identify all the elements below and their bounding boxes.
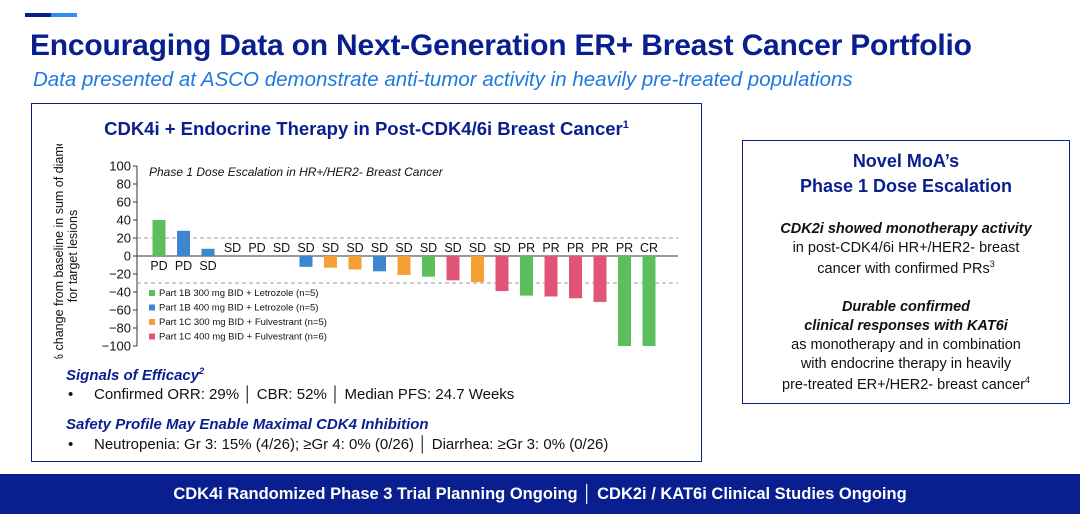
- cdk2i-detail-2-text: cancer with confirmed PRs: [817, 260, 990, 277]
- bar: [446, 256, 460, 281]
- response-label: SD: [395, 241, 412, 255]
- accent-bar: [25, 13, 77, 17]
- y-tick-label: −100: [102, 339, 131, 354]
- kat6i-detail-2: with endocrine therapy in heavily: [800, 356, 1012, 372]
- bar: [201, 248, 215, 256]
- response-label: SD: [297, 241, 314, 255]
- safety-bullet: • Neutropenia: Gr 3: 15% (4/26); ≥Gr 4: 0…: [68, 436, 608, 453]
- response-label: PD: [175, 259, 192, 273]
- bar: [618, 256, 631, 346]
- legend-label: Part 1B 400 mg BID + Letrozole (n=5): [159, 303, 318, 314]
- chart-title: Phase 1 Dose Escalation in HR+/HER2- Bre…: [149, 165, 444, 179]
- page-subtitle: Data presented at ASCO demonstrate anti-…: [33, 68, 853, 91]
- y-tick-label: −80: [109, 321, 131, 336]
- bar: [422, 256, 435, 277]
- bar: [177, 230, 190, 256]
- efficacy-heading: Signals of Efficacy2: [66, 366, 204, 384]
- y-tick-label: 80: [117, 177, 131, 192]
- legend-label: Part 1C 300 mg BID + Fulvestrant (n=5): [159, 317, 327, 328]
- kat6i-detail-3: pre-treated ER+/HER2- breast cancer4: [743, 375, 1069, 393]
- cdk4i-panel: CDK4i + Endocrine Therapy in Post-CDK4/6…: [31, 103, 702, 462]
- bar: [569, 256, 582, 299]
- efficacy-text: Confirmed ORR: 29% │ CBR: 52% │ Median P…: [94, 386, 515, 403]
- kat6i-statement-1: Durable confirmed: [841, 299, 971, 315]
- legend-swatch: [149, 319, 155, 325]
- response-label: SD: [199, 259, 216, 273]
- response-label: PD: [248, 241, 265, 255]
- bar: [495, 256, 509, 292]
- legend-label: Part 1B 300 mg BID + Letrozole (n=5): [159, 288, 318, 299]
- response-label: SD: [346, 241, 363, 255]
- kat6i-detail-1: as monotherapy and in combination: [791, 337, 1021, 353]
- cdk2i-detail-2: cancer with confirmed PRs3: [743, 259, 1069, 277]
- footer-banner: CDK4i Randomized Phase 3 Trial Planning …: [0, 474, 1080, 514]
- y-tick-label: 20: [117, 231, 131, 246]
- y-tick-label: 40: [117, 213, 131, 228]
- y-tick-label: 0: [124, 249, 131, 264]
- efficacy-heading-text: Signals of Efficacy: [66, 367, 200, 384]
- response-label: SD: [273, 241, 290, 255]
- response-label: PD: [150, 259, 167, 273]
- response-label: CR: [640, 241, 658, 255]
- phase1-heading: Phase 1 Dose Escalation: [799, 176, 1013, 196]
- y-axis-label: Best % change from baseline in sum of di…: [52, 144, 80, 359]
- y-tick-label: −20: [109, 267, 131, 282]
- efficacy-footnote: 2: [199, 366, 205, 376]
- bar: [593, 256, 607, 302]
- panel-title-footnote: 1: [622, 118, 629, 131]
- response-label: SD: [322, 241, 339, 255]
- y-tick-label: 60: [117, 195, 131, 210]
- y-tick-label: 100: [109, 159, 131, 174]
- bar: [373, 256, 386, 272]
- safety-text: Neutropenia: Gr 3: 15% (4/26); ≥Gr 4: 0%…: [94, 436, 609, 453]
- bar: [471, 256, 484, 283]
- response-label: SD: [469, 241, 486, 255]
- response-label: SD: [444, 241, 461, 255]
- legend-label: Part 1C 400 mg BID + Fulvestrant (n=6): [159, 332, 327, 343]
- response-label: SD: [371, 241, 388, 255]
- page-title: Encouraging Data on Next-Generation ER+ …: [30, 29, 972, 62]
- panel-title-text: CDK4i + Endocrine Therapy in Post-CDK4/6…: [104, 118, 623, 139]
- response-label: PR: [616, 241, 633, 255]
- response-label: PR: [542, 241, 559, 255]
- waterfall-chart: 100 80 60 40 20 0 −20 −40 −60 −80 −100 Best % chang…: [52, 144, 678, 359]
- safety-heading: Safety Profile May Enable Maximal CDK4 I…: [66, 416, 429, 433]
- y-axis-label-line: Best % change from baseline in sum of di…: [52, 144, 66, 359]
- bar: [324, 256, 337, 268]
- legend-swatch: [149, 304, 155, 311]
- response-label: SD: [224, 241, 241, 255]
- bar: [544, 256, 558, 297]
- novel-moa-panel: Novel MoA’s Phase 1 Dose Escalation CDK2…: [742, 140, 1070, 404]
- cdk2i-footnote: 3: [989, 259, 995, 269]
- response-label: PR: [567, 241, 584, 255]
- kat6i-footnote: 4: [1024, 375, 1030, 385]
- kat6i-statement-2: clinical responses with KAT6i: [804, 318, 1008, 334]
- bar: [397, 256, 411, 275]
- bar: [642, 256, 656, 346]
- response-label: SD: [493, 241, 510, 255]
- y-axis-label-line: for target lesions: [66, 210, 80, 302]
- y-tick-label: −60: [109, 303, 131, 318]
- bar: [520, 256, 533, 296]
- legend-swatch: [149, 333, 155, 340]
- accent-bar-dark: [25, 13, 51, 17]
- bar: [152, 220, 166, 256]
- panel-title: CDK4i + Endocrine Therapy in Post-CDK4/6…: [32, 118, 701, 140]
- bar: [299, 256, 313, 267]
- response-label: PR: [591, 241, 608, 255]
- bullet-glyph: •: [68, 436, 74, 453]
- legend-swatch: [149, 290, 155, 296]
- kat6i-detail-3-text: pre-treated ER+/HER2- breast cancer: [782, 376, 1025, 393]
- response-label: PR: [518, 241, 535, 255]
- cdk2i-detail-1: in post-CDK4/6i HR+/HER2- breast: [792, 240, 1020, 256]
- bar: [348, 256, 362, 270]
- response-label: SD: [420, 241, 437, 255]
- novel-moa-heading: Novel MoA’s: [852, 151, 960, 171]
- bullet-glyph: •: [68, 386, 74, 403]
- y-tick-label: −40: [109, 285, 131, 300]
- cdk2i-statement: CDK2i showed monotherapy activity: [780, 221, 1032, 237]
- efficacy-bullet: • Confirmed ORR: 29% │ CBR: 52% │ Median …: [68, 386, 514, 403]
